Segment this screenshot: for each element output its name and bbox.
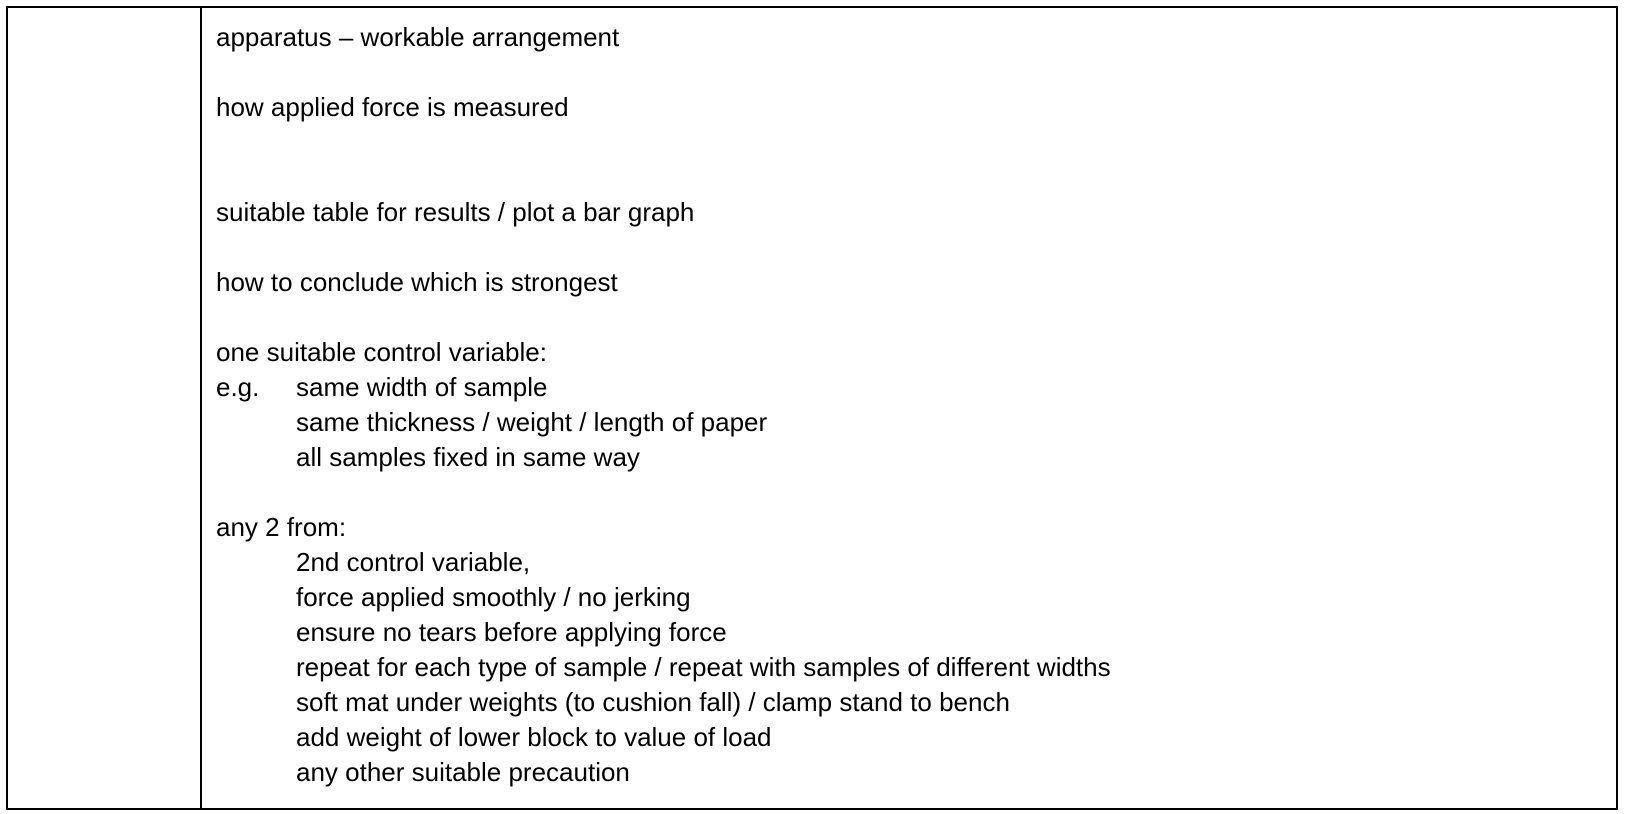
conclusion-point: how to conclude which is strongest <box>216 267 618 297</box>
precaution-item: repeat for each type of sample / repeat … <box>296 652 1111 682</box>
any-two-intro: any 2 from: <box>216 512 347 542</box>
table-border-left <box>6 8 8 808</box>
precaution-item: ensure no tears before applying force <box>296 617 727 647</box>
control-variable-intro: one suitable control variable: <box>216 337 547 367</box>
precaution-item: 2nd control variable, <box>296 547 531 577</box>
force-measured-point: how applied force is measured <box>216 92 569 122</box>
control-variable-item: all samples fixed in same way <box>296 442 640 472</box>
precaution-item: any other suitable precaution <box>296 757 630 787</box>
results-table-point: suitable table for results / plot a bar … <box>216 197 695 227</box>
table-column-divider <box>200 8 202 808</box>
table-border-right <box>1616 8 1618 808</box>
mark-scheme-table <box>6 6 1618 810</box>
control-variable-text: same width of sample <box>296 372 548 402</box>
apparatus-point: apparatus – workable arrangement <box>216 22 620 52</box>
control-variable-item: e.g. same width of sample <box>216 370 1585 405</box>
precaution-item: force applied smoothly / no jerking <box>296 582 691 612</box>
eg-label: e.g. <box>216 372 260 402</box>
answer-cell: apparatus – workable arrangement how app… <box>216 20 1585 790</box>
precaution-item: add weight of lower block to value of lo… <box>296 722 772 752</box>
control-variable-item: same thickness / weight / length of pape… <box>296 407 768 437</box>
precaution-item: soft mat under weights (to cushion fall)… <box>296 687 1010 717</box>
